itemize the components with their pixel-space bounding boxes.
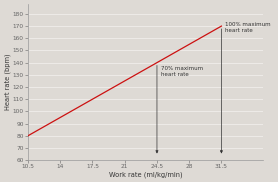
Text: 100% maximum
heart rate: 100% maximum heart rate	[225, 22, 271, 33]
Text: 70% maximum
heart rate: 70% maximum heart rate	[161, 66, 203, 77]
Y-axis label: Heart rate (bpm): Heart rate (bpm)	[4, 54, 11, 110]
X-axis label: Work rate (ml/kg/min): Work rate (ml/kg/min)	[109, 171, 182, 178]
